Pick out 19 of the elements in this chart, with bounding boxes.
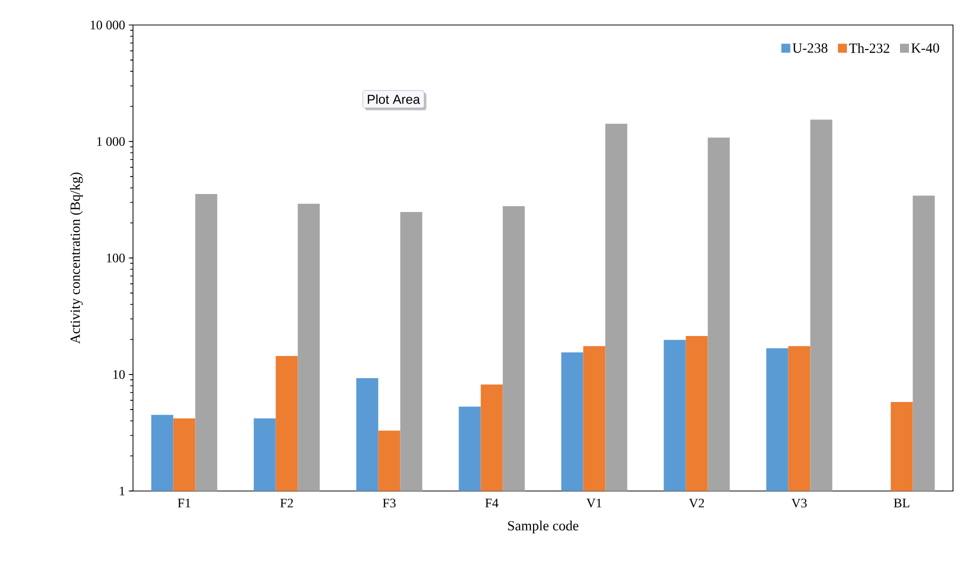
y-tick-label: 1 000 [97,137,125,146]
x-tick-label: F4 [485,498,498,508]
annotation: Plot Area [368,94,420,104]
x-tick-label: F3 [382,498,396,508]
x-tick-label: F1 [178,498,190,508]
legend-label: K-40 [911,43,940,53]
x-tick-label: BL [894,498,910,508]
x-axis-title: Sample code [508,520,578,534]
y-axis-title: Activity concentration (Bq/kg) [70,172,83,344]
x-tick-label: F2 [280,498,293,508]
y-tick-label: 1 [120,486,124,496]
y-tick-label: 10 000 [90,20,125,30]
y-tick-label: 10 [113,370,125,379]
x-tick-label: V1 [586,498,602,508]
y-tick-label: 100 [106,254,125,262]
legend-label: U-238 [792,43,828,53]
x-tick-label: V2 [688,498,704,508]
legend-label: Th-232 [849,43,890,53]
x-tick-label: V3 [791,498,807,508]
